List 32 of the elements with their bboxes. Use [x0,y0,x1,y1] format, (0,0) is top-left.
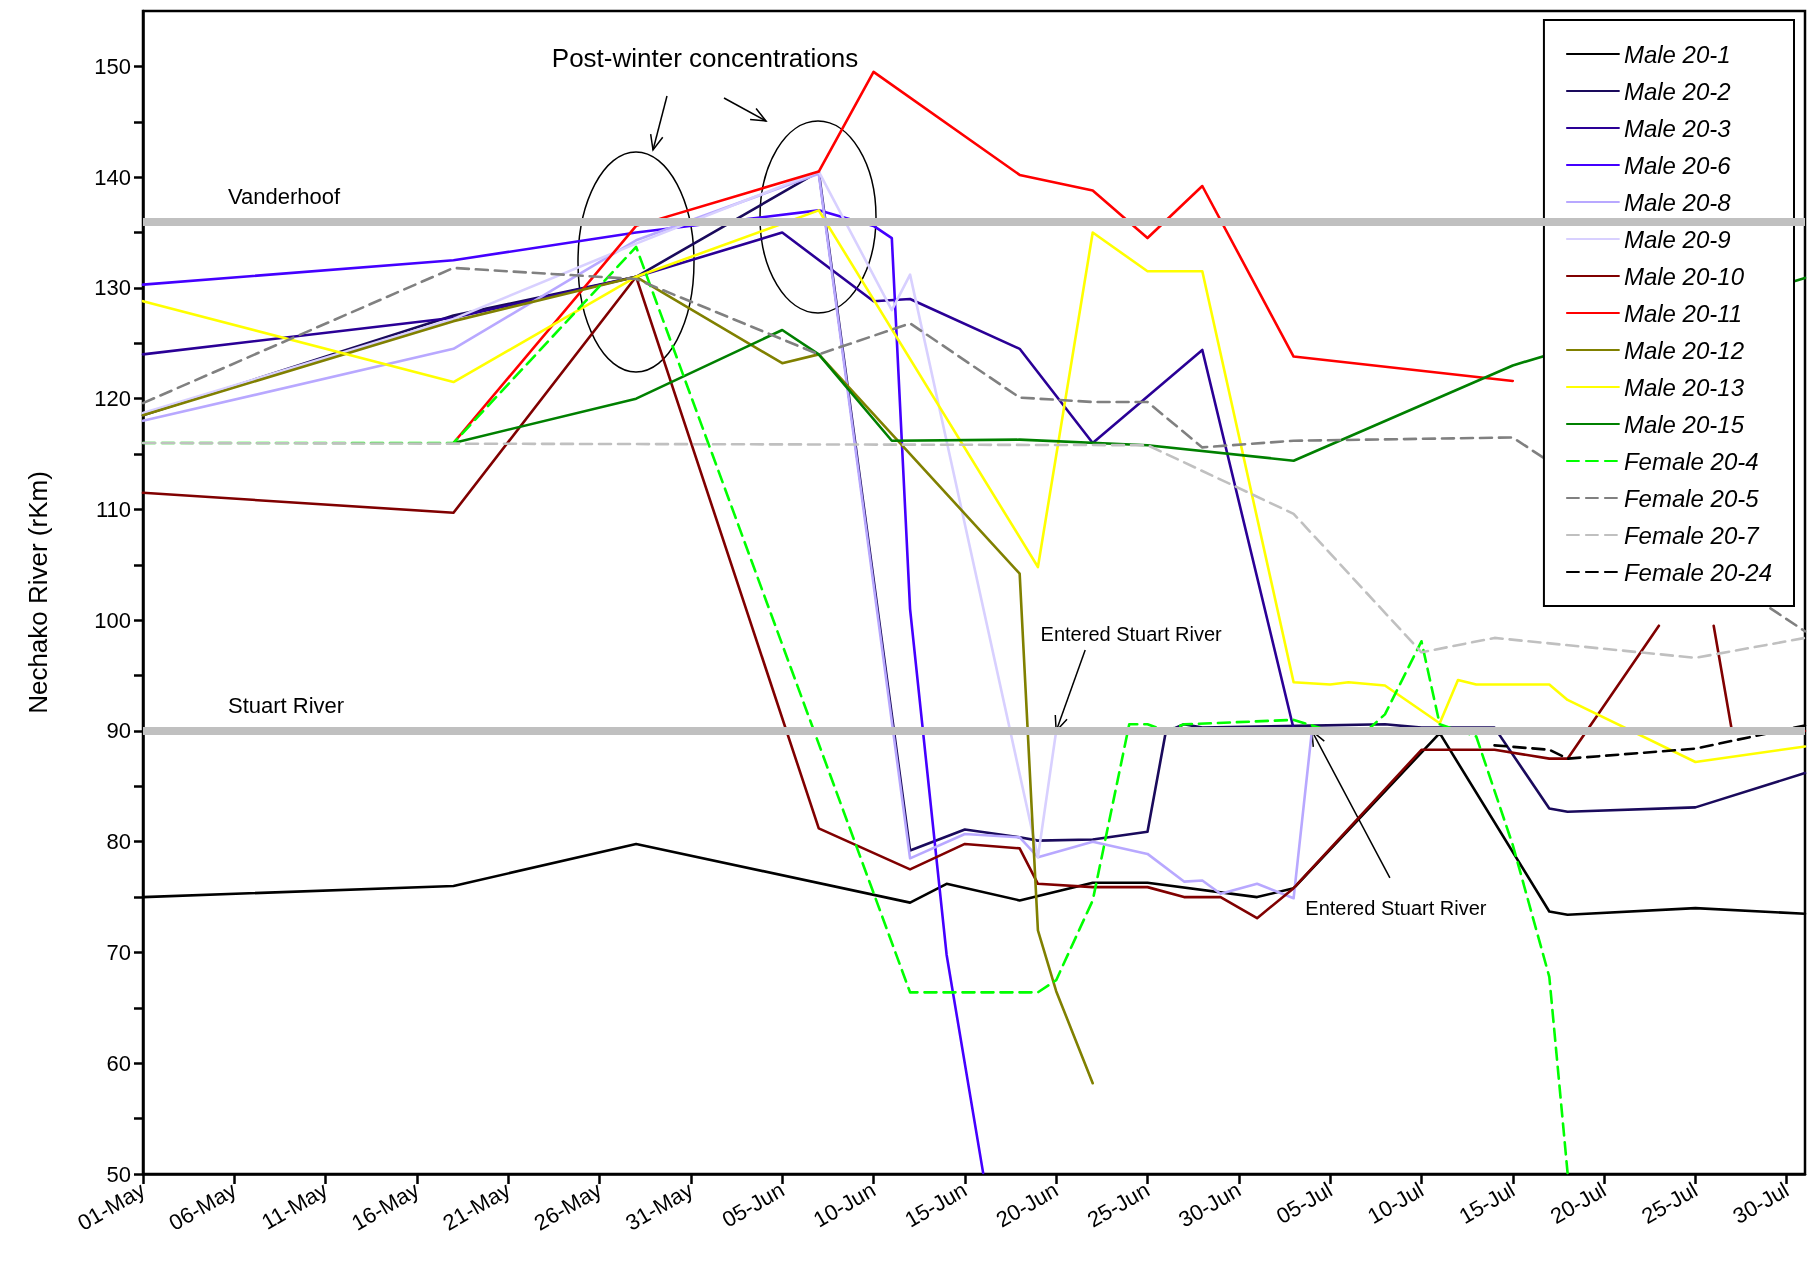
y-tick-label: 140 [94,164,131,190]
legend-label: Female 20-7 [1623,521,1761,549]
legend-label: Female 20-24 [1623,558,1772,586]
y-tick-label: 70 [106,939,131,965]
annotation: Post-winter concentrations [551,43,859,73]
y-tick-label: 90 [106,718,131,744]
legend-label: Male 20-11 [1623,299,1743,327]
ref-line-label: Vanderhoof [228,183,342,209]
y-tick-label: 130 [94,275,131,301]
y-tick-label: 120 [94,386,131,412]
legend-label: Male 20-6 [1623,151,1732,179]
legend-label: Male 20-10 [1623,262,1745,290]
annotation: Entered Stuart River [1305,896,1487,919]
legend-label: Male 20-12 [1623,336,1744,364]
y-axis-title: Nechako River (rKm) [23,471,53,714]
y-tick-label: 110 [95,496,131,522]
y-tick-label: 60 [106,1050,131,1076]
legend-label: Male 20-2 [1623,77,1731,105]
legend-label: Male 20-1 [1623,40,1731,68]
legend-label: Male 20-9 [1623,225,1731,253]
y-tick-label: 150 [94,53,131,79]
y-tick-label: 100 [94,607,131,633]
legend-label: Female 20-5 [1623,484,1760,512]
legend-label: Male 20-15 [1623,410,1745,438]
legend-label: Male 20-13 [1623,373,1745,401]
y-tick-label: 80 [106,829,131,855]
legend-label: Female 20-4 [1623,447,1759,475]
ref-line-label: Stuart River [228,693,345,719]
legend-label: Male 20-8 [1623,188,1732,216]
annotation: Entered Stuart River [1040,622,1223,645]
y-tick-label: 50 [106,1161,131,1187]
legend-label: Male 20-3 [1623,114,1732,142]
